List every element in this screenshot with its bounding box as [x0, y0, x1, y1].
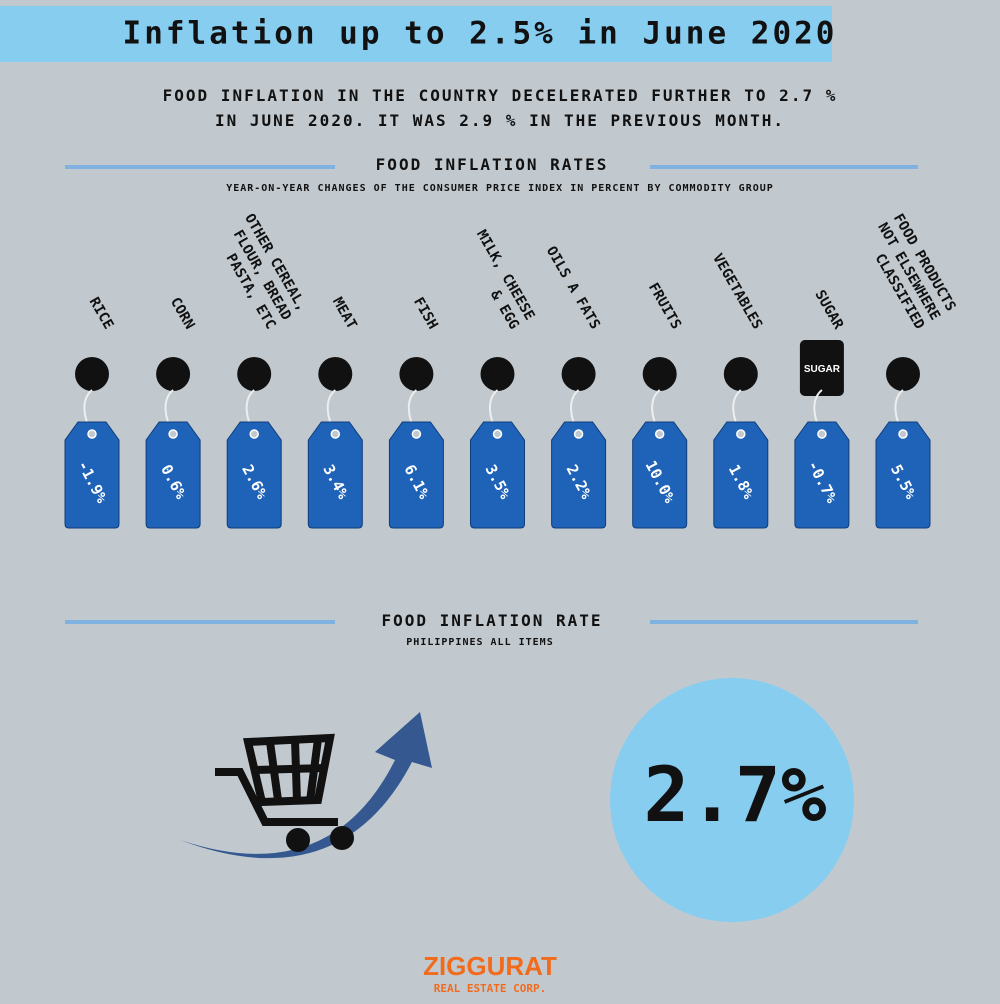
price-tag: [794, 421, 850, 529]
rate-circle: [610, 678, 854, 922]
icon: [799, 340, 844, 396]
section-title: FOOD INFLATION RATE: [381, 611, 602, 630]
title: Inflation up to 2.5% in June 2020: [123, 16, 838, 52]
price-tag: [64, 421, 120, 529]
icon-text: SUGAR: [804, 364, 841, 375]
brand: ZIGGURAT: [423, 951, 557, 981]
icon: [642, 357, 677, 391]
tag-hole: [817, 429, 827, 439]
icon: [886, 357, 920, 391]
icon: [156, 357, 191, 391]
tag-hole: [168, 429, 178, 439]
price-tag: [226, 421, 282, 529]
section-subtitle: PHILIPPINES ALL ITEMS: [406, 637, 553, 648]
intro-line: FOOD INFLATION IN THE COUNTRY DECELERATE…: [163, 86, 838, 105]
tag-hole: [249, 429, 259, 439]
tag-hole: [87, 429, 97, 439]
price-tag: [551, 421, 607, 529]
price-tag: [307, 421, 363, 529]
tag-hole: [492, 429, 503, 439]
price-tag: [470, 421, 525, 529]
price-tag: [388, 421, 444, 529]
icon: [723, 357, 758, 391]
tag-hole: [654, 429, 665, 439]
section-title: FOOD INFLATION RATES: [376, 155, 609, 174]
cart-icon: [215, 733, 354, 852]
price-tag: [713, 421, 769, 529]
icon: [561, 357, 596, 391]
price-tag: [875, 421, 931, 529]
intro-line: IN JUNE 2020. IT WAS 2.9 % IN THE PREVIO…: [215, 111, 785, 130]
title-bar: [0, 6, 832, 62]
overall-rate: 2.7%: [643, 750, 826, 839]
tag-hole: [330, 429, 341, 439]
icon: [237, 357, 272, 391]
tag-hole: [736, 429, 746, 439]
tag-hole: [573, 429, 584, 439]
icon: [75, 357, 109, 391]
arrow-icon: [180, 712, 432, 859]
tag-hole: [898, 429, 908, 439]
price-tag: [632, 421, 688, 529]
icon: [480, 357, 515, 391]
icon: [318, 357, 353, 391]
price-tag: [145, 421, 201, 529]
tagline: REAL ESTATE CORP.: [434, 982, 547, 995]
tag-hole: [411, 429, 422, 439]
section-subtitle: YEAR-ON-YEAR CHANGES OF THE CONSUMER PRI…: [226, 183, 774, 194]
icon: [399, 357, 434, 391]
